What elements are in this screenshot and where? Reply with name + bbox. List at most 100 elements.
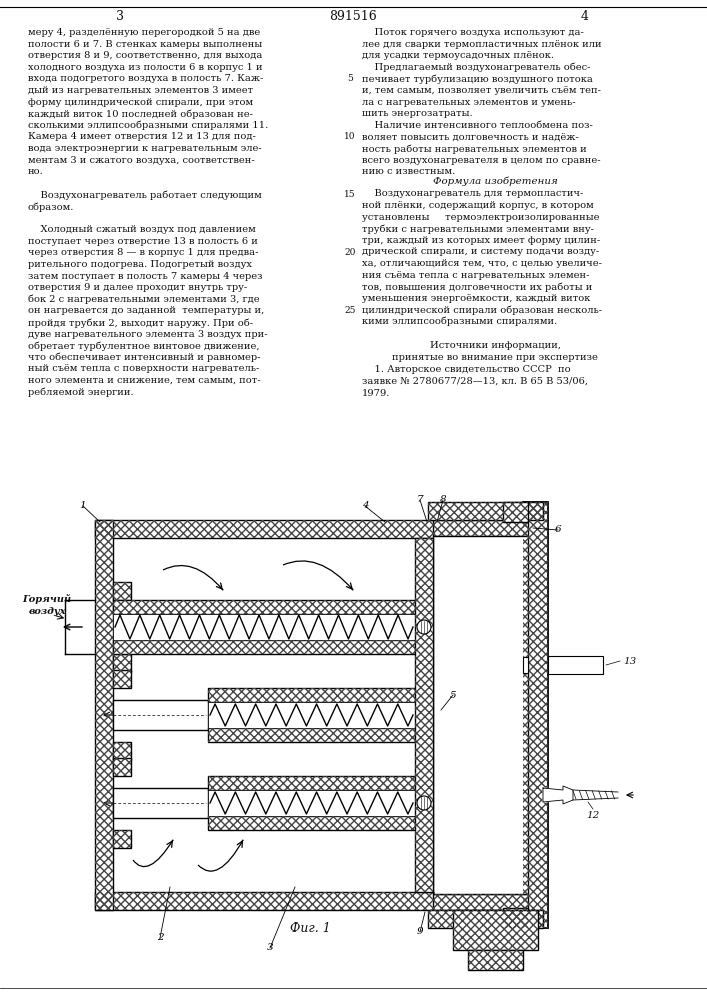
Text: кими эллипсообразными спиралями.: кими эллипсообразными спиралями. [362, 317, 557, 326]
Bar [208, 702, 415, 728]
Text: 5: 5 [347, 74, 353, 83]
Text: Холодный сжатый воздух под давлением: Холодный сжатый воздух под давлением [28, 225, 256, 234]
Text: ния съёма тепла с нагревательных элемен-: ния съёма тепла с нагревательных элемен- [362, 271, 590, 280]
Bar [208, 790, 415, 816]
Text: трубки с нагревательными элементами вну-: трубки с нагревательными элементами вну- [362, 224, 594, 234]
Text: затем поступает в полость 7 камеры 4 через: затем поступает в полость 7 камеры 4 чер… [28, 272, 262, 281]
Text: заявке № 2780677/28—13, кл. В 65 В 53/06,: заявке № 2780677/28—13, кл. В 65 В 53/06… [362, 377, 588, 386]
Bar [468, 950, 523, 970]
Bar [95, 520, 113, 910]
Text: ла с нагревательных элементов и умень-: ла с нагревательных элементов и умень- [362, 98, 575, 107]
Text: 1: 1 [80, 502, 86, 510]
Bar [208, 688, 415, 702]
Text: ребляемой энергии.: ребляемой энергии. [28, 388, 134, 397]
Text: 9: 9 [416, 928, 423, 936]
Text: сколькими эллипсообразными спиралями 11.: сколькими эллипсообразными спиралями 11. [28, 121, 268, 130]
Bar [113, 640, 415, 654]
Text: Камера 4 имеет отверстия 12 и 13 для под-: Камера 4 имеет отверстия 12 и 13 для под… [28, 132, 256, 141]
Bar [428, 502, 543, 520]
Text: форму цилиндрической спирали, при этом: форму цилиндрической спирали, при этом [28, 98, 253, 107]
Text: Формула изобретения: Формула изобретения [433, 177, 557, 186]
Text: 4: 4 [362, 502, 368, 510]
Bar [113, 758, 131, 776]
Text: 25: 25 [344, 306, 356, 315]
Bar [453, 910, 538, 950]
Text: обретает турбулентное винтовое движение,: обретает турбулентное винтовое движение, [28, 341, 259, 351]
Text: 10: 10 [344, 132, 356, 141]
Text: ного элемента и снижение, тем самым, пот-: ного элемента и снижение, тем самым, пот… [28, 376, 261, 385]
Bar [95, 520, 113, 910]
Text: отверстия 9 и далее проходит внутрь тру-: отверстия 9 и далее проходит внутрь тру- [28, 283, 247, 292]
Bar [95, 520, 435, 538]
Bar [113, 788, 208, 818]
Polygon shape [543, 786, 573, 804]
Text: печивает турбулизацию воздушного потока: печивает турбулизацию воздушного потока [362, 74, 593, 84]
Bar [113, 654, 131, 672]
Bar [208, 728, 415, 742]
Bar [503, 908, 528, 928]
Bar [503, 908, 528, 928]
Text: холодного воздуха из полости 6 в корпус 1 и: холодного воздуха из полости 6 в корпус … [28, 63, 262, 72]
Text: 5: 5 [450, 690, 456, 700]
Text: но.: но. [28, 167, 44, 176]
Text: воздух: воздух [28, 606, 66, 615]
Bar [428, 910, 543, 928]
Bar [113, 600, 415, 614]
Bar [468, 950, 523, 970]
Bar [548, 656, 603, 674]
Bar [113, 830, 131, 848]
Text: 8: 8 [440, 495, 446, 504]
Bar [208, 776, 415, 790]
Text: дуве нагревательного элемента 3 воздух при-: дуве нагревательного элемента 3 воздух п… [28, 330, 268, 339]
Text: входа подогретого воздуха в полость 7. Каж-: входа подогретого воздуха в полость 7. К… [28, 74, 264, 83]
Bar [433, 894, 528, 910]
Bar [503, 502, 528, 522]
Bar [523, 502, 548, 928]
Text: 15: 15 [344, 190, 356, 199]
Text: образом.: образом. [28, 202, 74, 212]
Bar [415, 538, 433, 892]
Text: Предлагаемый воздухонагреватель обес-: Предлагаемый воздухонагреватель обес- [362, 63, 590, 72]
Text: цилиндрической спирали образован несколь-: цилиндрической спирали образован несколь… [362, 305, 602, 315]
Bar [208, 776, 415, 790]
Bar [95, 520, 435, 538]
Text: что обеспечивает интенсивный и равномер-: что обеспечивает интенсивный и равномер- [28, 353, 260, 362]
Text: 1979.: 1979. [362, 389, 390, 398]
Text: установлены     термоэлектроизолированные: установлены термоэлектроизолированные [362, 213, 600, 222]
Text: ментам 3 и сжатого воздуха, соответствен-: ментам 3 и сжатого воздуха, соответствен… [28, 156, 255, 165]
Bar [95, 892, 435, 910]
Text: 2: 2 [157, 934, 163, 942]
Text: поступает через отверстие 13 в полость 6 и: поступает через отверстие 13 в полость 6… [28, 237, 258, 246]
Bar [113, 742, 131, 760]
Text: 6: 6 [555, 526, 561, 534]
Bar [113, 582, 131, 600]
Text: Воздухонагреватель для термопластич-: Воздухонагреватель для термопластич- [362, 189, 583, 198]
Text: Горячий: Горячий [23, 594, 71, 604]
Bar [208, 816, 415, 830]
Circle shape [417, 620, 431, 634]
Text: нию с известным.: нию с известным. [362, 167, 455, 176]
Bar [113, 640, 415, 654]
Bar [95, 892, 435, 910]
Text: 20: 20 [344, 248, 356, 257]
Text: через отверстия 8 — в корпус 1 для предва-: через отверстия 8 — в корпус 1 для предв… [28, 248, 259, 257]
Text: уменьшения энергоёмкости, каждый виток: уменьшения энергоёмкости, каждый виток [362, 294, 590, 303]
Text: 3: 3 [267, 944, 274, 952]
Bar [208, 816, 415, 830]
Text: 3: 3 [116, 9, 124, 22]
Bar [208, 688, 415, 702]
Bar [523, 657, 528, 673]
Text: Наличие интенсивного теплообмена поз-: Наличие интенсивного теплообмена поз- [362, 121, 593, 130]
Text: он нагревается до заданной  температуры и,: он нагревается до заданной температуры и… [28, 306, 264, 315]
Text: вода электроэнергии к нагревательным эле-: вода электроэнергии к нагревательным эле… [28, 144, 262, 153]
Text: Фиг. 1: Фиг. 1 [290, 922, 330, 934]
Text: Воздухонагреватель работает следующим: Воздухонагреватель работает следующим [28, 190, 262, 200]
Text: Источники информации,: Источники информации, [429, 341, 561, 350]
Text: 12: 12 [586, 810, 600, 820]
Text: отверстия 8 и 9, соответственно, для выхода: отверстия 8 и 9, соответственно, для вых… [28, 51, 262, 60]
Bar [428, 910, 543, 928]
Text: 4: 4 [581, 9, 589, 22]
Text: 1. Авторское свидетельство СССР  по: 1. Авторское свидетельство СССР по [362, 365, 571, 374]
Text: 891516: 891516 [329, 9, 377, 22]
Bar [113, 614, 415, 640]
